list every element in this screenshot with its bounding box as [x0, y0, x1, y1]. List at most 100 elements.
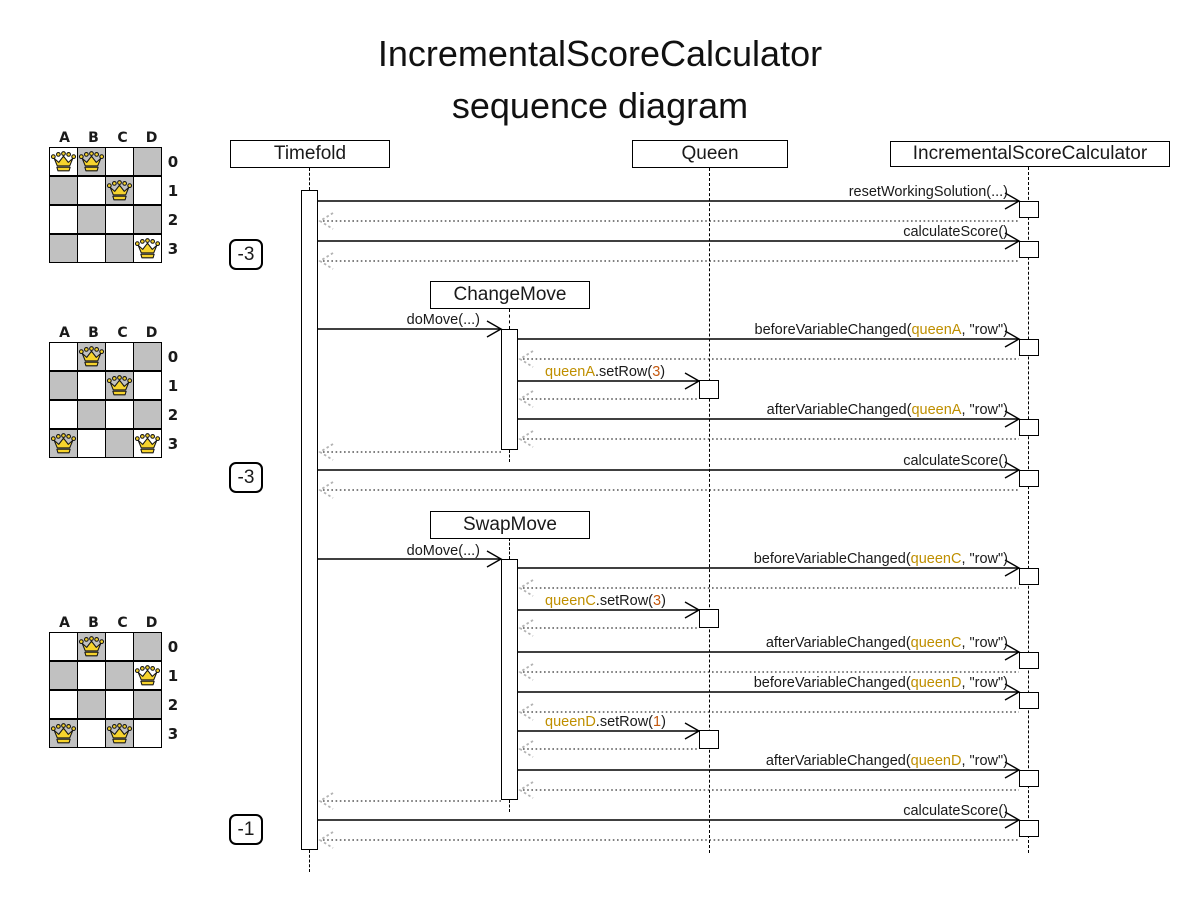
board-cell-C1 — [105, 371, 134, 400]
message-label-segment: 3 — [652, 364, 661, 380]
board-cell-A1 — [49, 371, 78, 400]
board-cell-B1 — [77, 661, 106, 690]
swapmove-lifeline-tail — [509, 800, 510, 812]
diagram-title-line1: IncrementalScoreCalculator — [377, 33, 823, 74]
message-label-segment: , "row") — [961, 322, 1008, 338]
message-label-segment: ) — [661, 714, 666, 730]
message-label-segment: queenD — [910, 675, 962, 691]
return-arrow-calc2 — [318, 481, 1019, 499]
execution-box-calculator-2 — [1019, 241, 1039, 258]
lifeline-header-incremental-score-calculator: IncrementalScoreCalculator — [890, 141, 1170, 167]
execution-box-calculator-1 — [1019, 201, 1039, 218]
board-cell-B1 — [77, 371, 106, 400]
board-row-label: 1 — [167, 182, 179, 200]
swapmove-activation-bar — [501, 559, 518, 800]
changemove-lifeline — [509, 309, 510, 329]
message-before-variable-changed-queend: beforeVariableChanged(queenD, "row") — [640, 675, 1008, 691]
board-cell-D3 — [133, 429, 162, 458]
board-cell-A1 — [49, 176, 78, 205]
board-column-label: B — [88, 130, 99, 146]
board-row-label: 1 — [167, 667, 179, 685]
message-label-segment: , "row") — [961, 551, 1008, 567]
board-cell-A0 — [49, 632, 78, 661]
message-label-segment: beforeVariableChanged( — [753, 551, 911, 567]
timefold-lifeline-tail — [309, 850, 310, 872]
execution-box-calculator-10 — [1019, 820, 1039, 837]
message-after-variable-changed-queend: afterVariableChanged(queenD, "row") — [640, 753, 1008, 769]
board-cell-A2 — [49, 400, 78, 429]
board-cell-A2 — [49, 690, 78, 719]
board-cell-C1 — [105, 661, 134, 690]
board-cell-B1 — [77, 176, 106, 205]
queen-icon — [106, 375, 133, 396]
score-badge-3: -1 — [229, 814, 263, 845]
message-reset-working-solution: resetWorkingSolution(...) — [698, 184, 1008, 200]
queen-icon — [50, 151, 77, 172]
diagram-title: IncrementalScoreCalculator sequence diag… — [0, 28, 1200, 132]
board-cell-B2 — [77, 400, 106, 429]
queen-icon — [50, 433, 77, 454]
return-arrow-calc3 — [318, 831, 1019, 849]
board-column-label: A — [59, 325, 70, 341]
timefold-lifeline — [309, 168, 310, 190]
board-cell-C2 — [105, 690, 134, 719]
queen-icon — [78, 151, 105, 172]
board-cell-A0 — [49, 342, 78, 371]
message-label-segment: queenD — [545, 714, 596, 730]
message-before-variable-changed-queenc: beforeVariableChanged(queenC, "row") — [640, 551, 1008, 567]
message-label-segment: .setRow( — [595, 364, 653, 380]
message-label-segment: .setRow( — [595, 714, 654, 730]
queen-icon — [134, 665, 161, 686]
board-cell-D3 — [133, 719, 162, 748]
queen-icon — [106, 180, 133, 201]
execution-box-calculator-6 — [1019, 568, 1039, 585]
queen-icon — [134, 433, 161, 454]
execution-box-calculator-8 — [1019, 692, 1039, 709]
execution-box-queen-2 — [699, 609, 719, 628]
board-cell-B3 — [77, 234, 106, 263]
message-before-variable-changed-queena: beforeVariableChanged(queenA, "row") — [640, 322, 1008, 338]
board-cell-D1 — [133, 176, 162, 205]
changemove-lifeline-tail — [509, 450, 510, 462]
board-cell-A1 — [49, 661, 78, 690]
queen-icon — [50, 723, 77, 744]
board-cell-A0 — [49, 147, 78, 176]
message-label-segment: beforeVariableChanged( — [754, 322, 912, 338]
message-label-segment: resetWorkingSolution(...) — [848, 184, 1008, 200]
execution-box-calculator-4 — [1019, 419, 1039, 436]
message-label-segment: afterVariableChanged( — [766, 402, 912, 418]
message-label-segment: calculateScore() — [903, 803, 1008, 819]
board-cell-B0 — [77, 147, 106, 176]
message-label-segment: queenD — [910, 753, 962, 769]
message-label-segment: queenA — [911, 402, 962, 418]
message-label-segment: afterVariableChanged( — [765, 635, 911, 651]
execution-box-calculator-9 — [1019, 770, 1039, 787]
board-column-label: C — [117, 130, 128, 146]
board-cell-A2 — [49, 205, 78, 234]
board-column-label: A — [59, 130, 70, 146]
board-cell-D0 — [133, 342, 162, 371]
return-arrow-calc1 — [318, 252, 1019, 270]
board-row-label: 1 — [167, 377, 179, 395]
board-cell-B0 — [77, 632, 106, 661]
board-cell-D3 — [133, 234, 162, 263]
changemove-activation-bar — [501, 329, 518, 450]
message-label-segment: queenC — [545, 593, 596, 609]
board-column-label: D — [145, 615, 158, 631]
board-cell-B2 — [77, 690, 106, 719]
message-label-segment: , "row") — [961, 402, 1008, 418]
score-badge-2: -3 — [229, 462, 263, 493]
board-cell-C3 — [105, 234, 134, 263]
board-cell-C2 — [105, 205, 134, 234]
board-cell-C3 — [105, 429, 134, 458]
board-row-label: 2 — [167, 696, 179, 714]
board-row-label: 0 — [167, 153, 179, 171]
return-arrow-domove2 — [318, 792, 501, 810]
incremental-score-calculator-lifeline — [1028, 167, 1029, 853]
board-row-label: 3 — [167, 725, 179, 743]
message-label-segment: queenC — [910, 635, 962, 651]
board-cell-D2 — [133, 205, 162, 234]
return-arrow-after-d — [518, 781, 1019, 799]
